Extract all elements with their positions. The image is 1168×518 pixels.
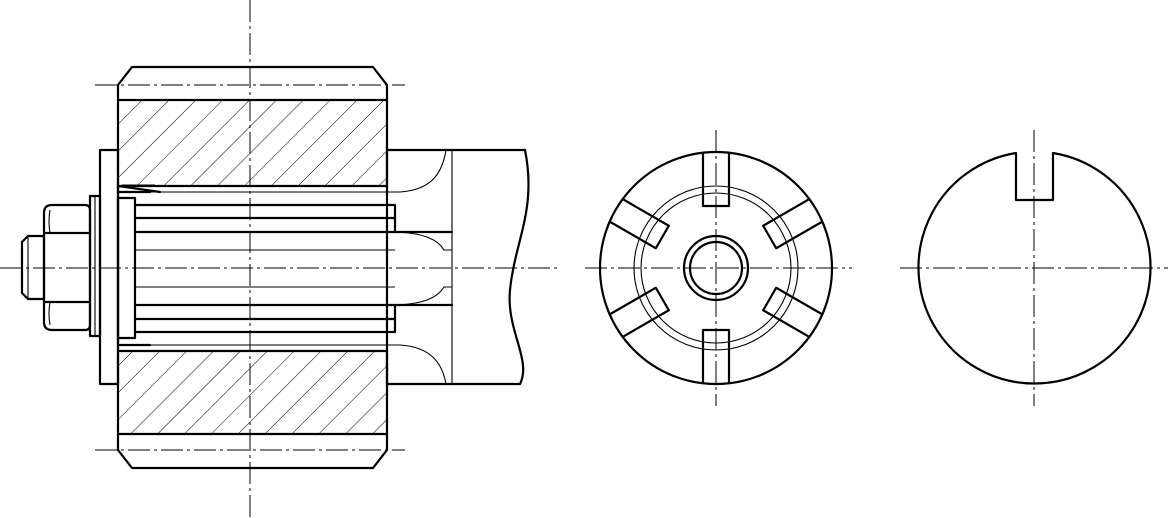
- spline-tooth: [608, 198, 670, 250]
- hex-nut: [42, 203, 92, 332]
- lock-washer: [88, 194, 102, 338]
- spline-tooth: [762, 198, 824, 250]
- end-view-splined-bore: [585, 130, 852, 406]
- spline-tooth: [762, 286, 824, 338]
- splined-shaft: [133, 148, 530, 386]
- section-view: [0, 0, 560, 518]
- keyed-disc-outline: [917, 151, 1152, 385]
- lower-hatched-section: [119, 352, 386, 433]
- end-plate: [98, 148, 162, 386]
- upper-hatched-section: [119, 101, 386, 185]
- spline-teeth: [608, 151, 824, 385]
- spline-tooth: [608, 286, 670, 338]
- keyed-disc-view: [900, 130, 1168, 406]
